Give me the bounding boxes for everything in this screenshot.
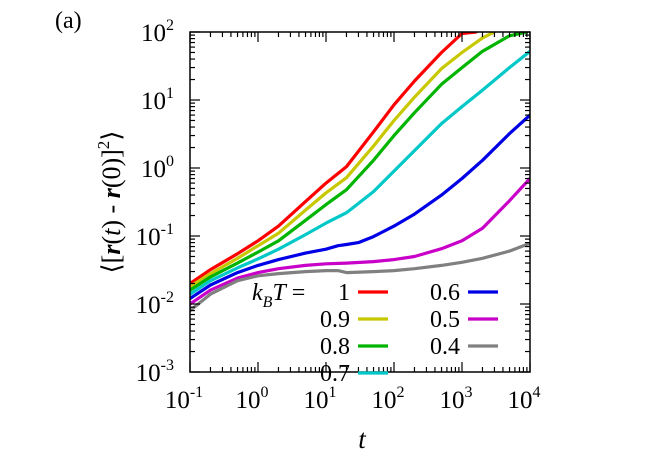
x-tick-label-4: 103 [440, 384, 473, 414]
x-tick-label-5: 104 [508, 384, 541, 414]
series-line-6 [190, 176, 530, 306]
y-tick-label-5: 102 [141, 17, 174, 47]
axis-tick-labels: 10-1 100 101 102 103 104 10-3 10-2 10-1 100 101 102 [136, 17, 541, 414]
y-tick-label-0: 10-3 [136, 357, 174, 387]
legend-label-4: 0.7 [320, 361, 350, 387]
legend-title: kBT = [252, 280, 305, 311]
series-line-3 [190, 32, 529, 292]
data-series-lines [190, 32, 530, 313]
x-tick-label-1: 100 [236, 384, 269, 414]
panel-label: (a) [55, 8, 82, 34]
series-line-2 [190, 32, 496, 289]
legend-label-5: 0.6 [430, 280, 460, 306]
x-tick-label-3: 102 [372, 384, 405, 414]
series-line-7 [190, 241, 530, 313]
series-line-5 [190, 113, 530, 301]
legend-label-2: 0.9 [320, 307, 350, 333]
y-axis-label: ⟨[r(t) - r(0)]2⟩ [94, 131, 126, 274]
axis-ticks [189, 31, 531, 373]
legend-label-7: 0.4 [430, 334, 460, 360]
y-tick-label-1: 10-2 [136, 289, 174, 319]
legend: kBT = 10.90.80.7 0.60.50.4 [252, 280, 498, 387]
y-tick-label-2: 10-1 [136, 221, 174, 251]
series-line-1 [190, 32, 478, 286]
y-tick-label-3: 100 [141, 153, 174, 183]
x-tick-label-0: 10-1 [165, 384, 203, 414]
x-axis-label: t [358, 424, 367, 454]
legend-label-3: 0.8 [320, 334, 350, 360]
legend-label-6: 0.5 [430, 307, 460, 333]
series-line-4 [190, 49, 530, 296]
y-tick-label-4: 101 [141, 85, 174, 115]
x-tick-label-2: 101 [304, 384, 337, 414]
legend-label-1: 1 [338, 280, 350, 306]
